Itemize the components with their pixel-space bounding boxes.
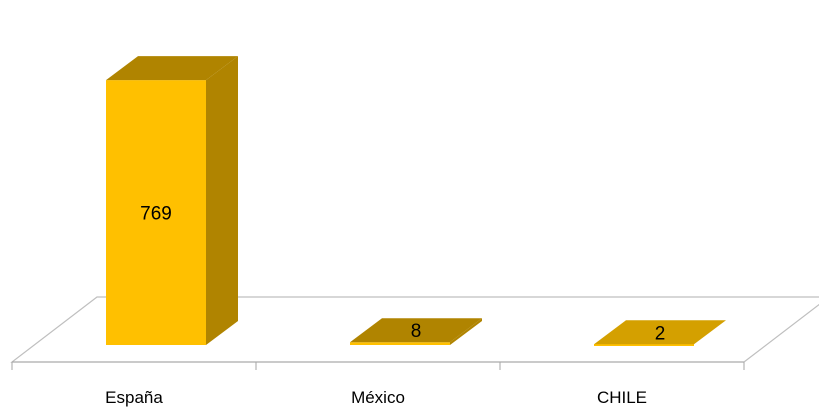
x-tick-label: España bbox=[105, 388, 163, 407]
bar-side bbox=[206, 56, 238, 345]
bar-españa bbox=[106, 56, 238, 345]
data-label: 2 bbox=[655, 323, 666, 344]
bar-side bbox=[450, 318, 482, 345]
data-label: 8 bbox=[411, 321, 422, 342]
x-tick-label: México bbox=[351, 388, 405, 407]
bar-top bbox=[350, 318, 482, 343]
x-axis bbox=[11, 361, 745, 370]
bar-front bbox=[106, 80, 206, 345]
labels: 769 España 8 México 2 CHILE bbox=[105, 204, 665, 407]
bar-chile bbox=[594, 320, 726, 346]
bar-méxico bbox=[350, 318, 482, 345]
bars bbox=[106, 56, 726, 346]
bar-top bbox=[594, 320, 726, 345]
x-tick-label: CHILE bbox=[597, 388, 647, 407]
bar-front bbox=[350, 342, 450, 345]
bar-top bbox=[106, 56, 238, 81]
data-label: 769 bbox=[140, 204, 172, 225]
